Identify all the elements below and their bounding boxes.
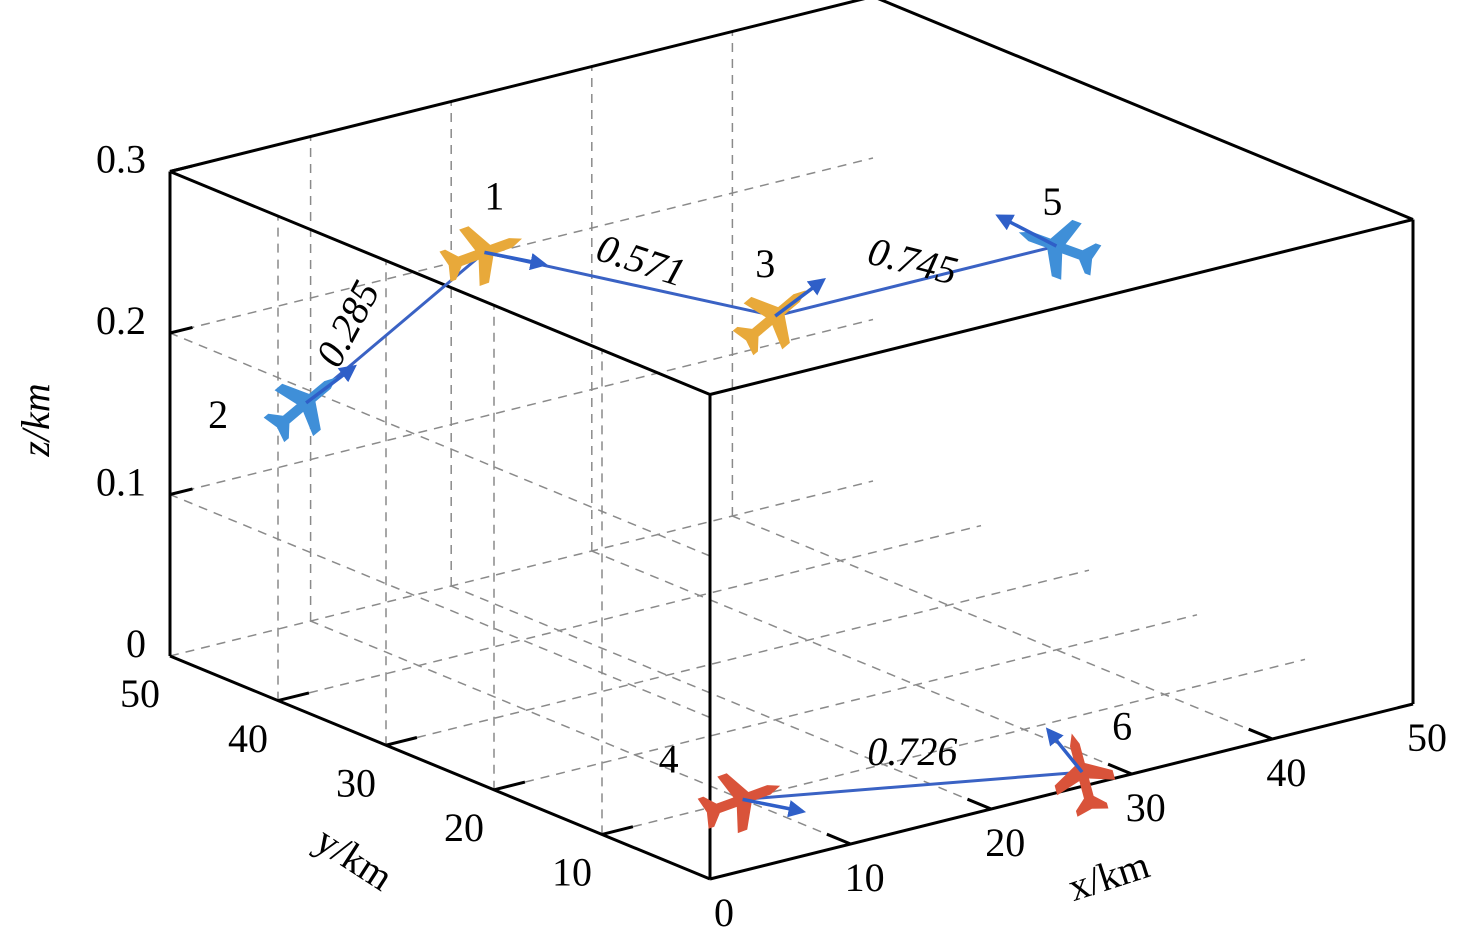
grid-line-floor-y: [277, 524, 982, 702]
z-tick-label: 0.1: [96, 460, 146, 505]
x-tick-label: 30: [1126, 785, 1166, 830]
x-tick-label: 0: [714, 890, 734, 935]
x-tick-mark: [826, 832, 852, 846]
tick-labels: 0 10 20 30 40 50 10 20 30 40 50 0 0.1 0.2 0.3: [96, 137, 1447, 936]
link-line: [742, 770, 1083, 801]
node-label: 1: [484, 174, 504, 219]
y-tick-mark: [277, 691, 310, 703]
tick-marks: [169, 164, 1273, 846]
y-tick-mark: [601, 825, 634, 836]
z-tick-label: 0: [126, 621, 146, 666]
y-tick-label: 30: [336, 760, 376, 805]
x-axis-title: x/km: [1063, 842, 1155, 910]
z-tick-mark: [169, 164, 193, 173]
grid-line-floor-y: [385, 569, 1090, 746]
velocity-arrow: [484, 250, 548, 271]
z-tick-label: 0.2: [96, 298, 146, 343]
box-edge: [877, 0, 1414, 221]
grid-line-back-z: [169, 157, 874, 334]
grid-line-side-z: [169, 332, 711, 557]
box-edge: [169, 170, 711, 396]
velocity-arrow: [305, 364, 357, 405]
y-tick-label: 40: [228, 716, 268, 761]
velocity-arrow: [774, 277, 827, 318]
grid-line-back-z: [169, 318, 874, 496]
grid-line-floor-x: [732, 515, 1273, 740]
link-label: 0.745: [864, 228, 962, 293]
y-tick-label: 20: [444, 805, 484, 850]
velocity-arrow: [1045, 727, 1084, 774]
grid-line-side-z: [169, 493, 711, 719]
z-axis-title-text: z/km: [13, 383, 58, 457]
grid-line-floor-x: [310, 620, 851, 845]
grid-line-floor-x: [450, 585, 992, 810]
velocity-arrow: [742, 797, 807, 818]
velocity-arrows: [305, 214, 1084, 818]
labels: 0.285 0.571 0.745 0.726 1 2 3 4 5 6: [208, 174, 1132, 782]
y-tick-label: 50: [120, 671, 160, 716]
z-tick-label: 0.3: [96, 137, 146, 182]
node-label: 3: [755, 241, 775, 286]
node-label: 2: [208, 392, 228, 437]
link-label: 0.285: [306, 273, 388, 374]
aircraft-icon: [1054, 733, 1116, 817]
x-tick-mark: [1248, 727, 1273, 741]
z-tick-mark: [169, 487, 193, 496]
x-tick-label: 40: [1266, 750, 1306, 795]
y-tick-mark: [385, 736, 418, 747]
axes-box: [168, 0, 1415, 881]
x-tick-label: 50: [1407, 715, 1447, 760]
grid-line-floor-y: [493, 614, 1198, 791]
box-edge: [169, 0, 866, 173]
x-tick-label: 10: [845, 855, 885, 900]
box-edge: [169, 654, 711, 881]
y-axis-title-text: y/km: [308, 817, 401, 900]
grid-line-floor-x: [591, 550, 1133, 775]
link-label: 0.726: [867, 729, 957, 774]
link-label: 0.571: [591, 225, 691, 296]
aircraft-icon: [697, 773, 781, 834]
x-tick-label: 20: [985, 820, 1025, 865]
x-tick-mark: [966, 797, 992, 811]
aircraft-icon: [439, 226, 523, 287]
y-axis-title: y/km: [308, 817, 401, 900]
z-axis-title: z/km: [13, 383, 58, 457]
node-label: 6: [1112, 703, 1132, 748]
y-tick-mark: [493, 780, 526, 792]
link-line: [774, 244, 1057, 318]
y-tick-label: 10: [552, 850, 592, 895]
box-edge: [709, 218, 1414, 396]
aircraft-icon: [1018, 219, 1102, 280]
x-axis-title-text: x/km: [1063, 842, 1155, 910]
node-label: 5: [1042, 179, 1062, 224]
grid-lines: [169, 31, 1306, 880]
velocity-arrow: [995, 214, 1058, 248]
x-tick-mark: [1107, 762, 1133, 776]
grid-line-back-base: [169, 480, 874, 657]
links: [305, 244, 1083, 801]
z-tick-mark: [169, 325, 193, 335]
node-label: 4: [659, 737, 679, 782]
